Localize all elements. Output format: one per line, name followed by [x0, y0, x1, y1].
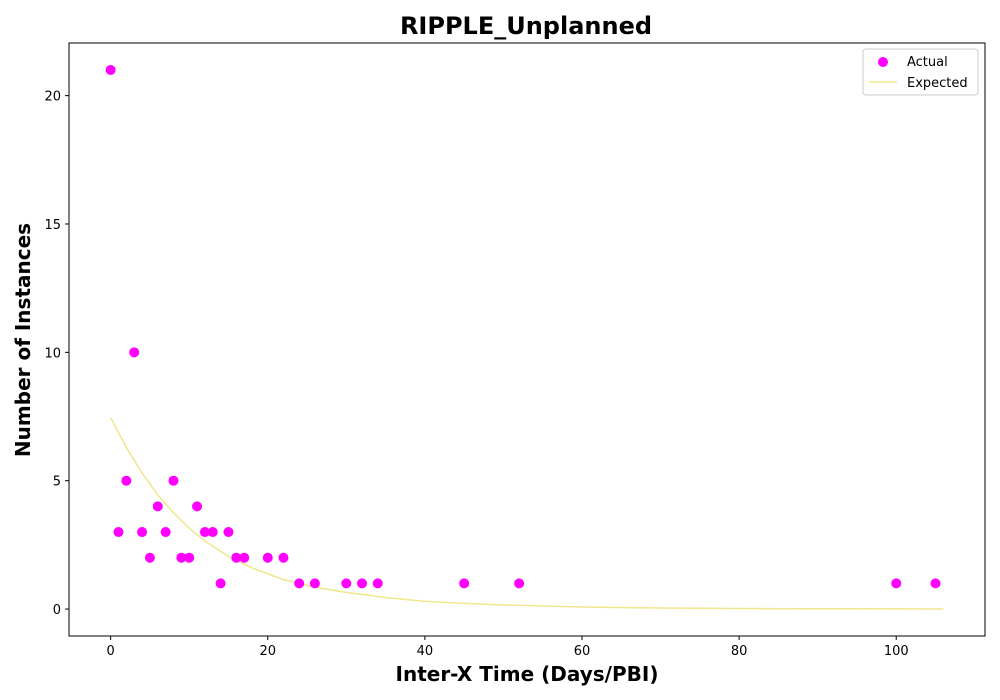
legend-marker-actual: [878, 57, 888, 67]
y-tick-label: 10: [44, 346, 61, 361]
actual-point-17: [239, 552, 250, 563]
actual-point-7: [160, 527, 171, 538]
actual-point-21: [309, 578, 320, 589]
actual-point-8: [168, 475, 179, 486]
actual-point-14: [215, 578, 226, 589]
chart-title: RIPPLE_Unplanned: [400, 12, 652, 40]
y-axis-label: Number of Instances: [11, 223, 35, 457]
y-tick-label: 15: [44, 218, 61, 233]
legend-label-expected: Expected: [907, 76, 968, 91]
actual-point-28: [930, 578, 941, 589]
actual-point-19: [278, 552, 289, 563]
actual-point-5: [144, 552, 155, 563]
actual-point-2: [121, 475, 132, 486]
actual-point-13: [207, 527, 218, 538]
actual-point-26: [514, 578, 525, 589]
legend: Actual Expected: [862, 48, 979, 96]
plot-frame: [68, 42, 986, 637]
actual-point-1: [113, 527, 124, 538]
actual-point-10: [184, 552, 195, 563]
actual-point-15: [223, 527, 234, 538]
y-tick-label: 0: [53, 603, 61, 618]
x-tick-label: 100: [884, 644, 909, 659]
actual-point-6: [152, 501, 163, 512]
actual-point-4: [137, 527, 148, 538]
actual-point-9: [176, 552, 187, 563]
actual-point-27: [891, 578, 902, 589]
actual-point-24: [372, 578, 383, 589]
actual-point-16: [231, 552, 242, 563]
x-axis: 0 20 40 60 80 100: [106, 636, 909, 659]
legend-label-actual: Actual: [907, 55, 948, 70]
y-tick-label: 20: [44, 90, 61, 105]
x-tick-label: 80: [731, 644, 748, 659]
x-tick-label: 20: [259, 644, 276, 659]
actual-point-23: [357, 578, 368, 589]
actual-point-3: [129, 347, 140, 358]
actual-point-12: [199, 527, 210, 538]
x-tick-label: 60: [574, 644, 591, 659]
actual-point-18: [262, 552, 273, 563]
y-axis: 0 5 10 15 20: [44, 90, 69, 618]
x-tick-label: 0: [106, 644, 114, 659]
expected-series-line: [109, 417, 944, 610]
actual-point-11: [192, 501, 203, 512]
plot-area: [105, 64, 944, 610]
actual-point-22: [341, 578, 352, 589]
actual-point-0: [105, 64, 116, 75]
y-tick-label: 5: [53, 475, 61, 490]
x-tick-label: 40: [417, 644, 434, 659]
legend-box: [862, 48, 979, 96]
actual-point-20: [294, 578, 305, 589]
x-axis-label: Inter-X Time (Days/PBI): [396, 662, 659, 686]
actual-point-25: [459, 578, 470, 589]
